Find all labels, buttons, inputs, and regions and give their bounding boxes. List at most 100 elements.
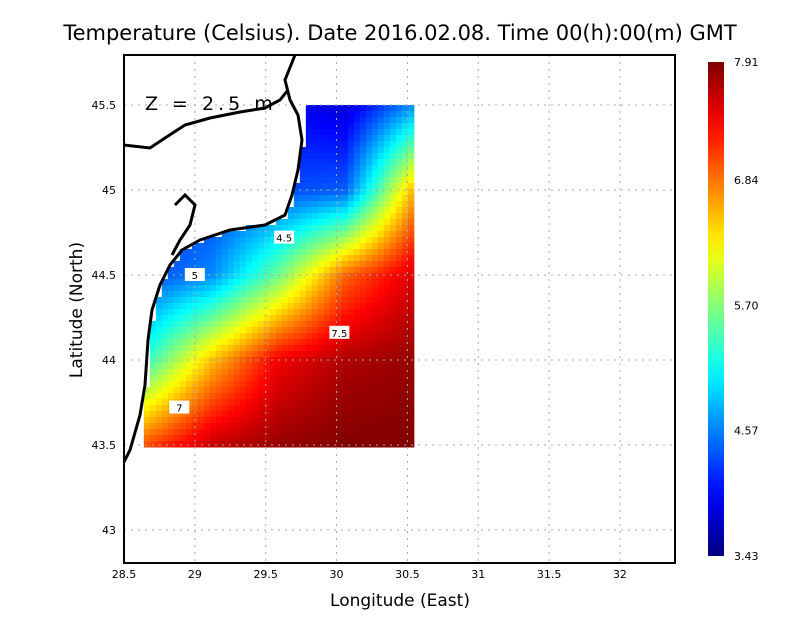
data-cell (185, 381, 193, 388)
data-cell (227, 411, 235, 418)
data-cell (233, 237, 241, 244)
data-cell (389, 225, 397, 232)
data-cell (401, 273, 409, 280)
data-cell (275, 393, 283, 400)
data-cell (155, 399, 163, 406)
data-cell (329, 255, 337, 262)
data-cell (143, 399, 151, 406)
data-cell (293, 333, 301, 340)
data-cell (317, 189, 325, 196)
data-cell (263, 261, 271, 268)
data-cell (263, 375, 271, 382)
data-cell (395, 315, 403, 322)
data-cell (329, 411, 337, 418)
data-cell (299, 423, 307, 430)
data-cell (401, 423, 409, 430)
data-cell (293, 207, 301, 214)
data-cell (149, 405, 157, 412)
data-cell (383, 183, 391, 190)
data-cell (233, 411, 241, 418)
data-cell (359, 153, 367, 160)
data-cell (161, 381, 169, 388)
data-cell (365, 285, 373, 292)
data-cell (377, 399, 385, 406)
data-cell (203, 339, 211, 346)
data-cell (173, 297, 181, 304)
data-cell (173, 369, 181, 376)
data-cell (359, 327, 367, 334)
data-cell (389, 351, 397, 358)
data-cell (293, 381, 301, 388)
data-cell (371, 381, 379, 388)
data-cell (317, 297, 325, 304)
data-cell (209, 339, 217, 346)
data-cell (335, 369, 343, 376)
data-cell (371, 393, 379, 400)
data-cell (299, 147, 307, 154)
data-cell (353, 189, 361, 196)
data-cell (347, 261, 355, 268)
data-cell (197, 303, 205, 310)
coastline (122, 54, 304, 463)
data-cell (329, 345, 337, 352)
data-cell (221, 429, 229, 436)
data-cell (377, 105, 385, 112)
data-cell (377, 201, 385, 208)
data-cell (311, 399, 319, 406)
data-cell (209, 411, 217, 418)
data-cell (401, 147, 409, 154)
data-cell (401, 351, 409, 358)
data-cell (203, 309, 211, 316)
data-cell (407, 195, 415, 202)
data-cell (251, 399, 259, 406)
data-cell (275, 375, 283, 382)
data-cell (359, 405, 367, 412)
data-cell (179, 435, 187, 442)
data-cell (371, 219, 379, 226)
data-cell (395, 261, 403, 268)
data-cell (353, 183, 361, 190)
data-cell (179, 273, 187, 280)
data-cell (311, 249, 319, 256)
data-cell (167, 441, 175, 448)
data-cell (311, 273, 319, 280)
data-cell (293, 405, 301, 412)
data-cell (239, 375, 247, 382)
data-cell (389, 153, 397, 160)
data-cell (197, 297, 205, 304)
data-cell (311, 279, 319, 286)
data-cell (323, 381, 331, 388)
data-cell (311, 147, 319, 154)
data-cell (155, 423, 163, 430)
data-cell (269, 429, 277, 436)
data-cell (305, 147, 313, 154)
data-cell (335, 153, 343, 160)
data-cell (401, 141, 409, 148)
data-cell (389, 315, 397, 322)
data-cell (209, 435, 217, 442)
data-cell (353, 375, 361, 382)
data-cell (221, 369, 229, 376)
data-cell (245, 243, 253, 250)
data-cell (305, 189, 313, 196)
data-cell (323, 225, 331, 232)
data-cell (299, 201, 307, 208)
data-cell (197, 309, 205, 316)
data-cell (215, 369, 223, 376)
data-cell (335, 189, 343, 196)
data-cell (185, 435, 193, 442)
data-cell (407, 207, 415, 214)
data-cell (263, 333, 271, 340)
data-cell (185, 297, 193, 304)
data-cell (221, 441, 229, 448)
data-cell (197, 423, 205, 430)
data-cell (371, 225, 379, 232)
data-cell (365, 219, 373, 226)
data-cell (179, 417, 187, 424)
data-cell (299, 435, 307, 442)
data-cell (389, 105, 397, 112)
data-cell (359, 249, 367, 256)
data-cell (209, 399, 217, 406)
data-cell (317, 393, 325, 400)
